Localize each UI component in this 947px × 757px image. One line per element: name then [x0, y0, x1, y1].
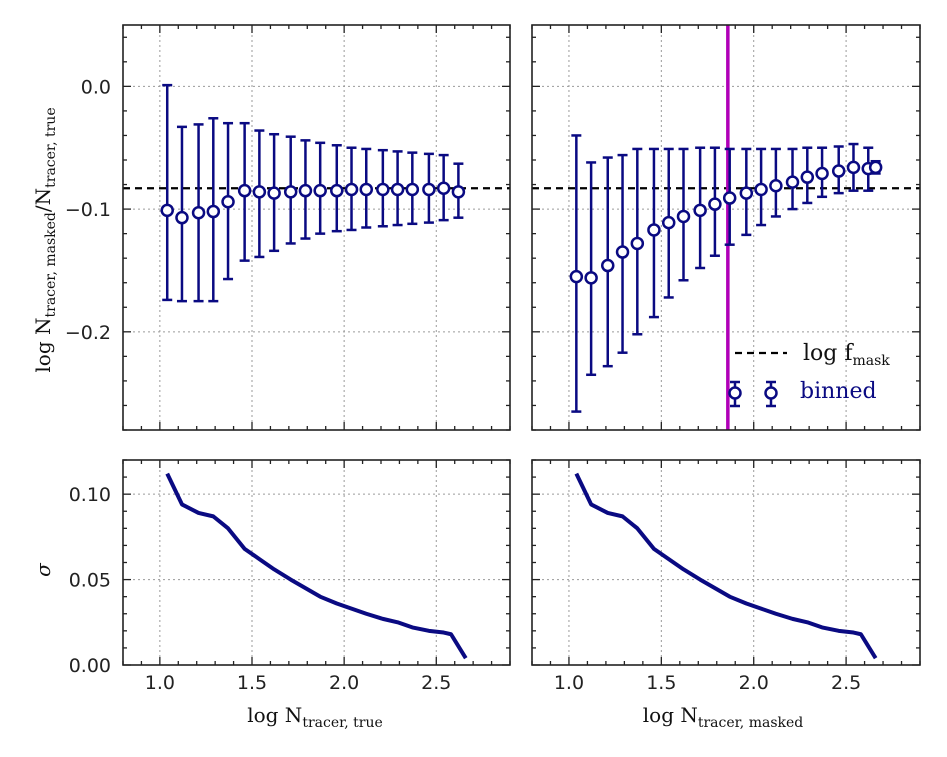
data-point — [739, 186, 754, 200]
x-tick-label: 1.5 — [237, 672, 267, 694]
data-point — [175, 210, 189, 225]
legend-binned-swatch — [728, 380, 778, 408]
y-tick-label: 0.00 — [69, 655, 111, 677]
x-tick-label: 2.5 — [831, 672, 861, 694]
legend-binned-label: binned — [800, 379, 877, 404]
data-point — [298, 183, 313, 198]
data-point — [359, 182, 374, 197]
legend-point — [764, 386, 778, 400]
data-point — [676, 209, 691, 224]
x-tick-label: 2.5 — [421, 672, 451, 694]
data-point — [436, 181, 451, 195]
data-point — [405, 182, 420, 197]
data-point — [422, 182, 436, 197]
data-point — [708, 197, 722, 211]
y-tick-label: 0.10 — [69, 484, 111, 506]
axes-frame — [531, 24, 921, 431]
axes-frame — [122, 24, 511, 431]
xlabel-left: log Ntracer, true — [247, 703, 383, 731]
xlabel-right: log Ntracer, masked — [643, 703, 804, 731]
legend-point — [728, 386, 742, 400]
data-point — [376, 182, 390, 197]
data-point — [267, 186, 281, 200]
x-tick-label: 2.0 — [739, 672, 769, 694]
data-point — [815, 166, 829, 181]
y-tick-label: −0.2 — [65, 322, 111, 344]
data-point — [206, 204, 221, 219]
data-point — [754, 182, 768, 197]
data-point — [330, 183, 344, 198]
legend-reference-label: log fmask — [803, 341, 890, 369]
data-point — [846, 160, 861, 175]
data-point — [769, 179, 783, 193]
data-point — [615, 245, 630, 259]
panel-bottom-right: 1.0 1.5 2.0 2.5 — [531, 459, 921, 694]
ylabel-bottom: σ — [31, 562, 55, 577]
data-point — [451, 185, 466, 199]
data-point — [390, 182, 405, 197]
legend: log fmask binned — [728, 341, 890, 408]
data-point — [868, 160, 883, 175]
axes-frame — [122, 459, 511, 666]
data-point — [344, 182, 359, 197]
panel-top-left: 0.0 −0.1 −0.2 — [65, 24, 511, 431]
y-tick-label: 0.0 — [81, 76, 111, 98]
data-point — [647, 223, 661, 237]
ylabel-top: log Ntracer, masked/Ntracer, true — [31, 107, 59, 372]
data-point — [313, 183, 327, 198]
data-point — [601, 258, 615, 273]
data-point — [569, 269, 584, 284]
axes-frame — [531, 459, 921, 666]
data-point — [283, 185, 298, 199]
data-point — [693, 203, 707, 218]
x-tick-label: 1.0 — [554, 672, 584, 694]
data-point — [237, 183, 252, 198]
data-point — [722, 191, 737, 205]
data-point — [661, 215, 676, 230]
data-point — [252, 185, 267, 199]
data-point — [160, 203, 174, 218]
data-point — [785, 175, 800, 189]
x-tick-label: 2.0 — [329, 672, 359, 694]
data-point — [831, 164, 846, 178]
data-point — [630, 236, 645, 251]
x-tick-label: 1.0 — [145, 672, 175, 694]
data-point — [800, 170, 815, 184]
data-point — [221, 194, 235, 209]
y-tick-label: 0.05 — [69, 570, 111, 592]
y-tick-label: −0.1 — [65, 199, 111, 221]
data-point — [584, 271, 598, 285]
sigma-line — [574, 472, 878, 660]
panel-top-right — [531, 24, 921, 431]
x-tick-label: 1.5 — [646, 672, 676, 694]
sigma-line — [165, 472, 468, 660]
data-point — [191, 206, 206, 220]
panel-bottom-left: 1.0 1.5 2.0 2.5 0.00 0.05 0.10 — [69, 459, 511, 694]
